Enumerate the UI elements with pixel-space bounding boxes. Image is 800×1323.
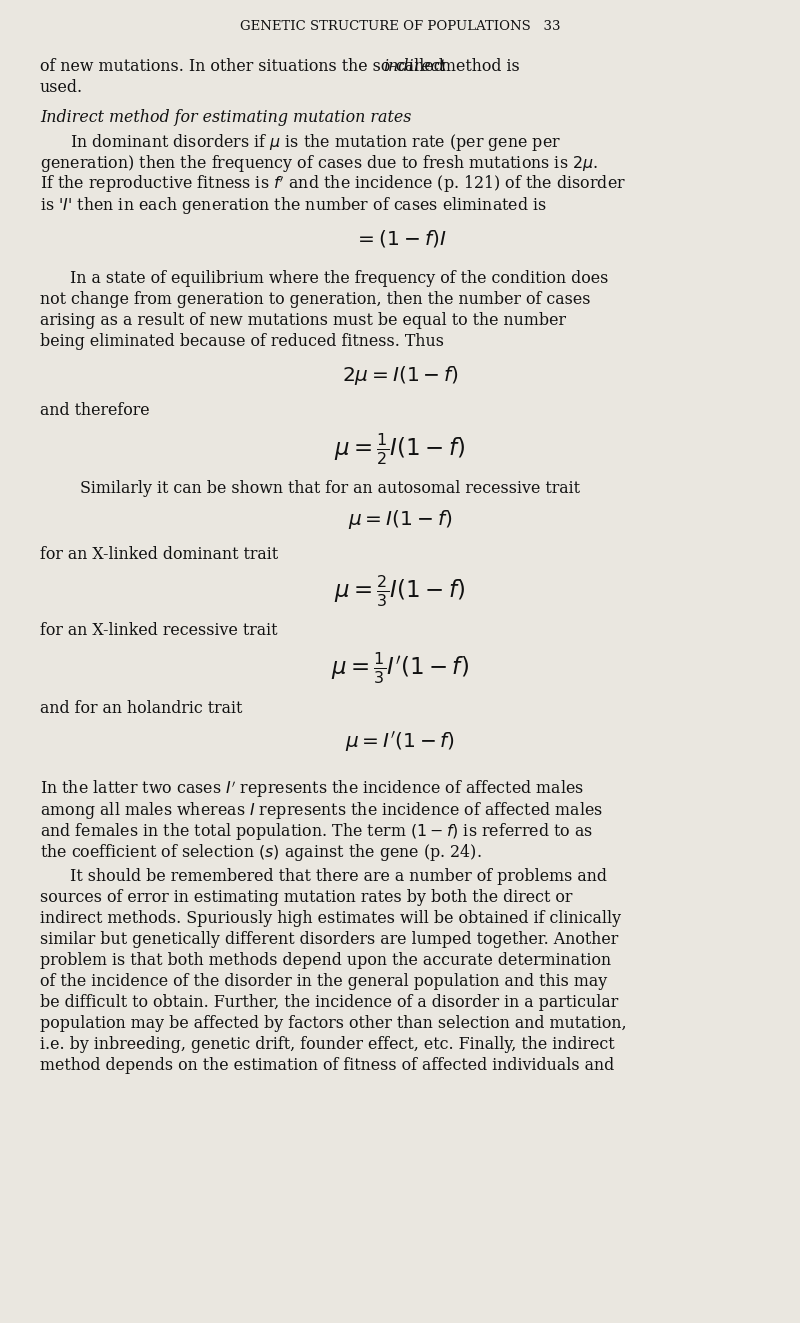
- Text: $\mu = \frac{1}{2}I(1 - f)$: $\mu = \frac{1}{2}I(1 - f)$: [334, 433, 466, 467]
- Text: If the reproductive fitness is $f'$ and the incidence (p. 121) of the disorder: If the reproductive fitness is $f'$ and …: [40, 175, 626, 196]
- Text: $= (1 - f)I$: $= (1 - f)I$: [354, 228, 446, 249]
- Text: sources of error in estimating mutation rates by both the direct or: sources of error in estimating mutation …: [40, 889, 572, 906]
- Text: and for an holandric trait: and for an holandric trait: [40, 700, 242, 717]
- Text: $2\mu = I(1 - f)$: $2\mu = I(1 - f)$: [342, 364, 458, 388]
- Text: $\mu = I'(1 - f)$: $\mu = I'(1 - f)$: [345, 730, 455, 754]
- Text: $\mu = I(1 - f)$: $\mu = I(1 - f)$: [348, 508, 452, 531]
- Text: $\mu = \frac{2}{3}I(1 - f)$: $\mu = \frac{2}{3}I(1 - f)$: [334, 574, 466, 609]
- Text: In dominant disorders if $\mu$ is the mutation rate (per gene per: In dominant disorders if $\mu$ is the mu…: [70, 132, 561, 153]
- Text: of the incidence of the disorder in the general population and this may: of the incidence of the disorder in the …: [40, 972, 607, 990]
- Text: Indirect method for estimating mutation rates: Indirect method for estimating mutation …: [40, 108, 411, 126]
- Text: population may be affected by factors other than selection and mutation,: population may be affected by factors ot…: [40, 1015, 626, 1032]
- Text: In the latter two cases $I'$ represents the incidence of affected males: In the latter two cases $I'$ represents …: [40, 779, 584, 800]
- Text: In a state of equilibrium where the frequency of the condition does: In a state of equilibrium where the freq…: [70, 270, 608, 287]
- Text: indirect methods. Spuriously high estimates will be obtained if clinically: indirect methods. Spuriously high estima…: [40, 910, 621, 927]
- Text: method is: method is: [436, 58, 520, 75]
- Text: GENETIC STRUCTURE OF POPULATIONS   33: GENETIC STRUCTURE OF POPULATIONS 33: [240, 20, 560, 33]
- Text: for an X-linked recessive trait: for an X-linked recessive trait: [40, 622, 278, 639]
- Text: and therefore: and therefore: [40, 402, 150, 419]
- Text: i.e. by inbreeding, genetic drift, founder effect, etc. Finally, the indirect: i.e. by inbreeding, genetic drift, found…: [40, 1036, 614, 1053]
- Text: used.: used.: [40, 79, 83, 97]
- Text: being eliminated because of reduced fitness. Thus: being eliminated because of reduced fitn…: [40, 333, 444, 351]
- Text: among all males whereas $I$ represents the incidence of affected males: among all males whereas $I$ represents t…: [40, 800, 603, 822]
- Text: the coefficient of selection $(s)$ against the gene (p. 24).: the coefficient of selection $(s)$ again…: [40, 841, 482, 863]
- Text: generation) then the frequency of cases due to fresh mutations is $2\mu$.: generation) then the frequency of cases …: [40, 153, 598, 175]
- Text: similar but genetically different disorders are lumped together. Another: similar but genetically different disord…: [40, 931, 618, 949]
- Text: and females in the total population. The term $(1 - f)$ is referred to as: and females in the total population. The…: [40, 822, 593, 841]
- Text: problem is that both methods depend upon the accurate determination: problem is that both methods depend upon…: [40, 953, 611, 968]
- Text: be difficult to obtain. Further, the incidence of a disorder in a particular: be difficult to obtain. Further, the inc…: [40, 994, 618, 1011]
- Text: $\mu = \frac{1}{3}I'(1 - f)$: $\mu = \frac{1}{3}I'(1 - f)$: [331, 651, 469, 687]
- Text: method depends on the estimation of fitness of affected individuals and: method depends on the estimation of fitn…: [40, 1057, 614, 1074]
- Text: It should be remembered that there are a number of problems and: It should be remembered that there are a…: [70, 868, 607, 885]
- Text: for an X-linked dominant trait: for an X-linked dominant trait: [40, 546, 278, 564]
- Text: indirect: indirect: [383, 58, 446, 75]
- Text: Similarly it can be shown that for an autosomal recessive trait: Similarly it can be shown that for an au…: [80, 480, 580, 497]
- Text: of new mutations. In other situations the so-called: of new mutations. In other situations th…: [40, 58, 449, 75]
- Text: not change from generation to generation, then the number of cases: not change from generation to generation…: [40, 291, 590, 308]
- Text: is '$I$' then in each generation the number of cases eliminated is: is '$I$' then in each generation the num…: [40, 194, 547, 216]
- Text: arising as a result of new mutations must be equal to the number: arising as a result of new mutations mus…: [40, 312, 566, 329]
